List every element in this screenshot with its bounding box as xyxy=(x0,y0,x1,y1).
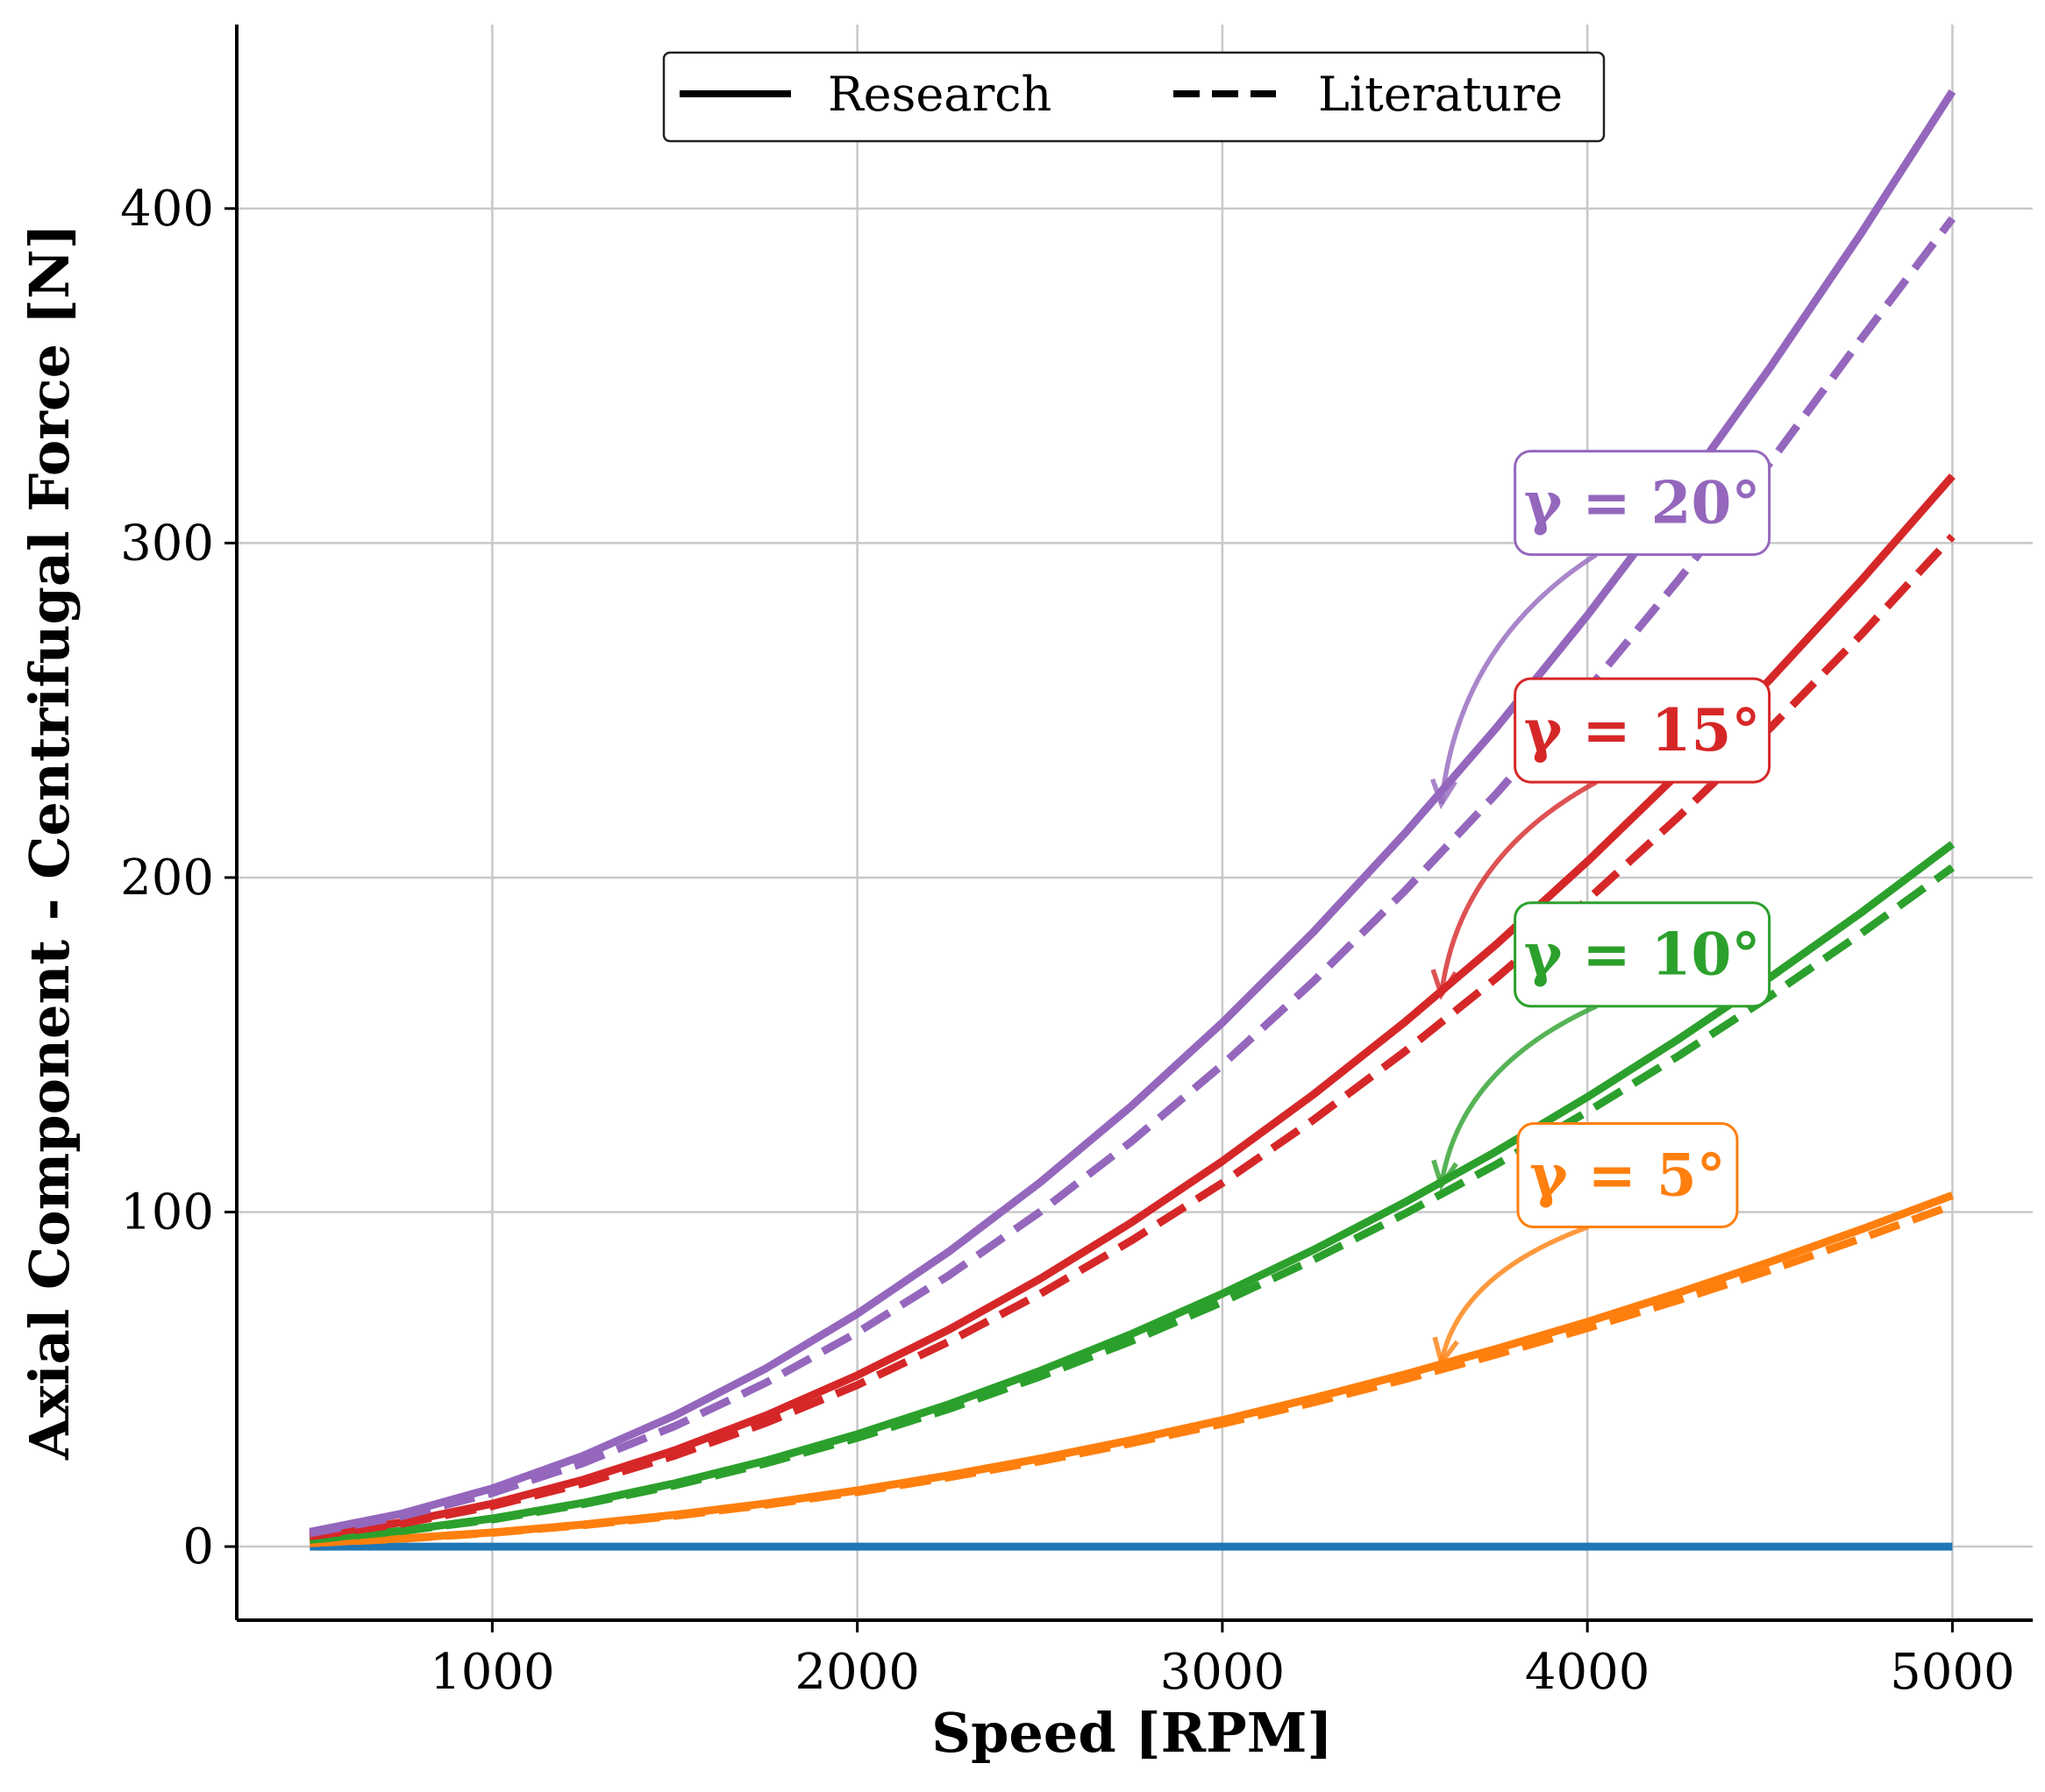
annotation-arrow xyxy=(1438,1004,1598,1186)
series-gamma-5-dashed xyxy=(310,1201,1954,1547)
x-axis-label: Speed [RPM] xyxy=(931,1701,1332,1765)
annotation-arrowhead xyxy=(1432,1336,1459,1369)
annotation-arrow xyxy=(1438,779,1598,995)
legend: Research Literature xyxy=(662,51,1606,143)
annotation-arrowhead xyxy=(1429,778,1457,810)
annotation-arrowhead xyxy=(1430,969,1458,1000)
y-tick-label: 0 xyxy=(182,1518,214,1575)
annotation-box xyxy=(1516,1122,1739,1229)
annotation: γ = 10° xyxy=(1431,901,1771,1191)
x-tick-label: 2000 xyxy=(794,1644,920,1701)
y-tick-label: 200 xyxy=(120,850,214,907)
x-tick-label: 4000 xyxy=(1525,1644,1650,1701)
series-gamma-15-dashed xyxy=(309,533,1956,1541)
annotations: γ = 20° γ = 15° γ = 10° γ = 5° xyxy=(1429,450,1771,1369)
annotation-label: γ = 10° xyxy=(1524,921,1761,989)
legend-label-literature: Literature xyxy=(1318,67,1563,122)
series-gamma-10-dashed xyxy=(309,864,1956,1544)
annotation-label: γ = 5° xyxy=(1529,1141,1726,1210)
y-tick-label: 400 xyxy=(120,181,214,238)
y-tick-label: 300 xyxy=(120,515,214,572)
annotation-box xyxy=(1514,450,1771,557)
annotation-label: γ = 15° xyxy=(1524,696,1761,764)
series-gamma-20-dashed xyxy=(309,216,1956,1538)
legend-label-research: Research xyxy=(828,67,1051,122)
annotation-arrow xyxy=(1438,1224,1589,1363)
annotation-box xyxy=(1514,677,1771,784)
tick-labels: 1000 2000 3000 4000 5000 0 100 200 300 400 xyxy=(120,181,2015,1701)
y-axis-label: Axial Component - Centrifugal Force [N] xyxy=(18,224,82,1461)
legend-box xyxy=(662,51,1606,143)
annotation-arrow xyxy=(1438,552,1598,805)
annotation: γ = 20° xyxy=(1429,450,1771,810)
annotation-box xyxy=(1514,901,1771,1008)
annotation-label: γ = 20° xyxy=(1524,469,1761,537)
x-tick-label: 5000 xyxy=(1890,1644,2015,1701)
annotation: γ = 5° xyxy=(1432,1122,1739,1369)
y-tick-label: 100 xyxy=(120,1184,214,1241)
annotation-arrowhead xyxy=(1431,1159,1458,1191)
series-layer xyxy=(309,89,1956,1551)
axes xyxy=(224,25,2033,1632)
x-tick-label: 1000 xyxy=(430,1644,555,1701)
annotation: γ = 15° xyxy=(1430,677,1771,1000)
x-tick-label: 3000 xyxy=(1160,1644,1286,1701)
